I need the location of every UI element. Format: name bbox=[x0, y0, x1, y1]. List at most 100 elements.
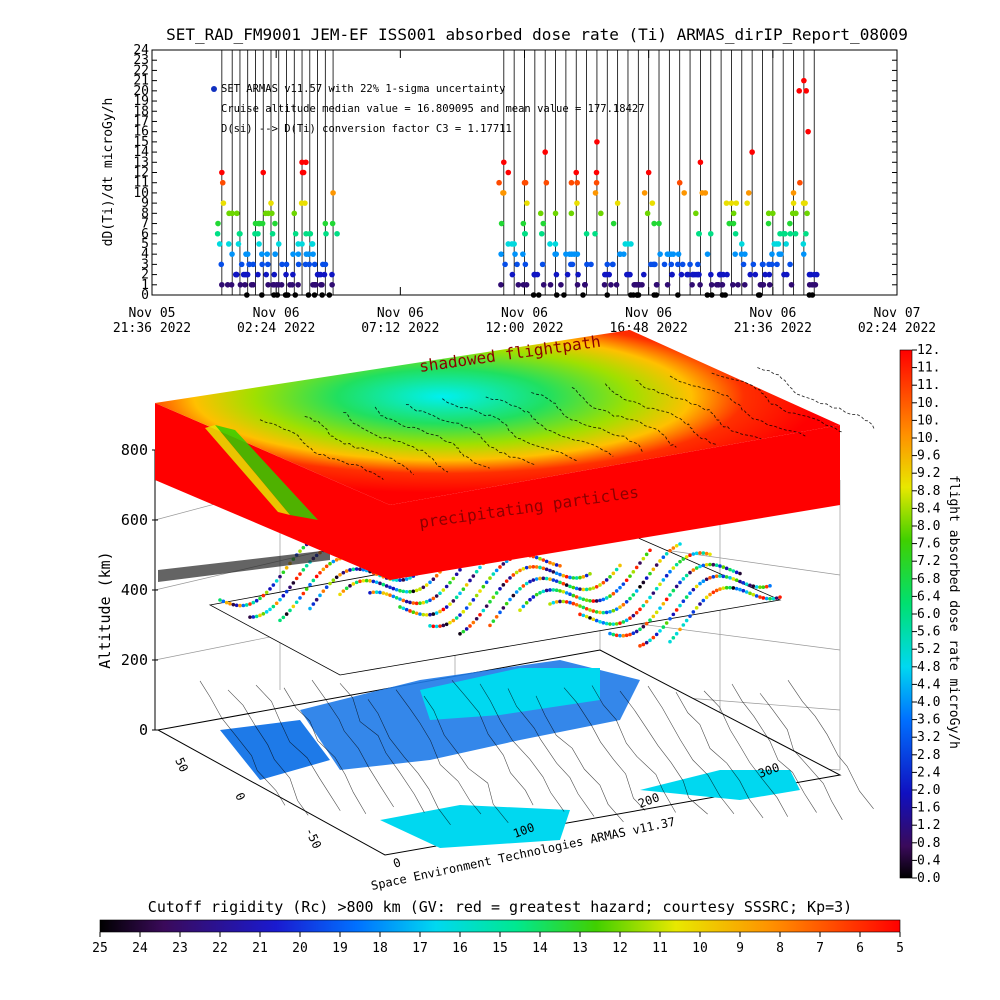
dose-point bbox=[574, 200, 580, 206]
orbit-point bbox=[668, 569, 672, 574]
orbit-point bbox=[301, 568, 306, 572]
orbit-point bbox=[754, 585, 759, 589]
orbit-point bbox=[611, 571, 616, 576]
dose-point bbox=[255, 220, 262, 227]
orbit-point bbox=[604, 578, 609, 582]
orbit-point bbox=[754, 594, 759, 598]
orbit-point bbox=[608, 631, 612, 636]
rigidity-colorbar-tick-label: 25 bbox=[92, 941, 108, 956]
dose-rate-colorbar-tick-label: 9.2 bbox=[917, 466, 940, 481]
dose-point bbox=[771, 241, 778, 247]
orbit-point bbox=[614, 567, 619, 572]
y-tick-label: 0 bbox=[141, 288, 149, 303]
orbit-point bbox=[591, 586, 596, 590]
orbit-point bbox=[654, 586, 659, 591]
orbit-point bbox=[644, 599, 649, 604]
dose-point bbox=[696, 230, 702, 237]
orbit-point bbox=[374, 590, 379, 594]
red-slab-right-side bbox=[390, 425, 840, 580]
orbit-point bbox=[221, 599, 226, 604]
y-tick-label: 24 bbox=[133, 43, 149, 58]
orbit-point bbox=[534, 577, 539, 581]
dose-point bbox=[730, 281, 736, 288]
orbit-point bbox=[438, 591, 442, 596]
orbit-point bbox=[538, 565, 542, 570]
orbit-point bbox=[691, 568, 696, 572]
dose-point bbox=[752, 271, 759, 278]
orbit-point bbox=[374, 580, 379, 585]
orbit-point bbox=[658, 559, 662, 563]
dose-point bbox=[520, 220, 527, 227]
dose-point bbox=[273, 281, 280, 288]
dose-point bbox=[538, 230, 545, 237]
orbit-point bbox=[524, 581, 529, 586]
orbit-point bbox=[398, 588, 402, 593]
orbit-point bbox=[564, 574, 569, 579]
dose-point bbox=[745, 190, 752, 196]
orbit-point bbox=[688, 570, 692, 575]
orbit-point bbox=[591, 617, 596, 622]
orbit-point bbox=[481, 584, 486, 589]
y-tick-label: 17 bbox=[133, 114, 149, 129]
dose-point bbox=[719, 292, 726, 298]
dose-point bbox=[311, 292, 318, 298]
orbit-point bbox=[264, 590, 269, 595]
x-tick-label-date: Nov 06 bbox=[501, 306, 548, 321]
orbit-point bbox=[338, 592, 342, 597]
orbit-point bbox=[288, 585, 292, 590]
orbit-point bbox=[654, 610, 659, 615]
orbit-point bbox=[708, 562, 712, 567]
dose-point bbox=[775, 241, 782, 247]
orbit-point bbox=[528, 597, 532, 602]
orbit-point bbox=[298, 596, 302, 600]
dose-point bbox=[668, 261, 675, 268]
orbit-point bbox=[548, 588, 552, 592]
dose-point bbox=[796, 88, 803, 94]
dose-point bbox=[704, 292, 711, 298]
map-track bbox=[339, 683, 425, 813]
orbit-point bbox=[661, 578, 666, 582]
rigidity-colorbar-tick-label: 14 bbox=[532, 941, 548, 956]
dose-point bbox=[272, 251, 278, 257]
orbit-point bbox=[534, 555, 539, 560]
orbit-point bbox=[741, 588, 746, 593]
orbit-point bbox=[434, 573, 439, 578]
orbit-point bbox=[714, 574, 719, 579]
orbit-dose-points bbox=[218, 530, 782, 648]
orbit-point bbox=[661, 601, 666, 606]
dose-rate-colorbar-tick-label: 2.8 bbox=[917, 748, 940, 763]
dose-rate-colorbar-tick-label: 6.4 bbox=[917, 589, 941, 604]
orbit-point bbox=[321, 589, 326, 593]
orbit-point bbox=[491, 619, 496, 623]
orbit-point bbox=[378, 590, 382, 595]
dose-point bbox=[630, 292, 637, 298]
orbit-point bbox=[614, 633, 619, 638]
orbit-point bbox=[758, 585, 762, 590]
orbit-point bbox=[588, 608, 592, 612]
dose-point bbox=[719, 281, 725, 288]
dose-point bbox=[800, 251, 807, 257]
orbit-point bbox=[594, 618, 599, 623]
slab-track bbox=[604, 383, 717, 445]
orbit-point bbox=[354, 567, 359, 571]
orbit-point bbox=[551, 588, 556, 592]
orbit-point bbox=[424, 599, 429, 604]
dose-point bbox=[738, 251, 745, 257]
orbit-point bbox=[521, 604, 526, 609]
dose-rate-colorbar: 0.0 0.4 0.8 1.2 1.6 2.0 2.4 2.8 3.2 3.6 4.0 4.4 4.8 5… bbox=[899, 343, 961, 886]
orbit-point bbox=[698, 581, 702, 586]
dose-point-peak bbox=[738, 241, 745, 247]
x-tick-label-date: Nov 07 bbox=[874, 306, 921, 321]
orbit-point bbox=[764, 596, 769, 601]
orbit-point bbox=[308, 582, 312, 587]
orbit-point bbox=[671, 612, 676, 617]
dose-point-peak bbox=[728, 200, 735, 206]
orbit-point bbox=[688, 591, 692, 596]
orbit-point bbox=[648, 618, 652, 622]
dose-point bbox=[312, 281, 319, 288]
orbit-point bbox=[491, 572, 496, 576]
dose-rate-colorbar-tick-label: 0.8 bbox=[917, 836, 940, 851]
orbit-point bbox=[391, 586, 396, 591]
orbit-point bbox=[451, 599, 456, 603]
